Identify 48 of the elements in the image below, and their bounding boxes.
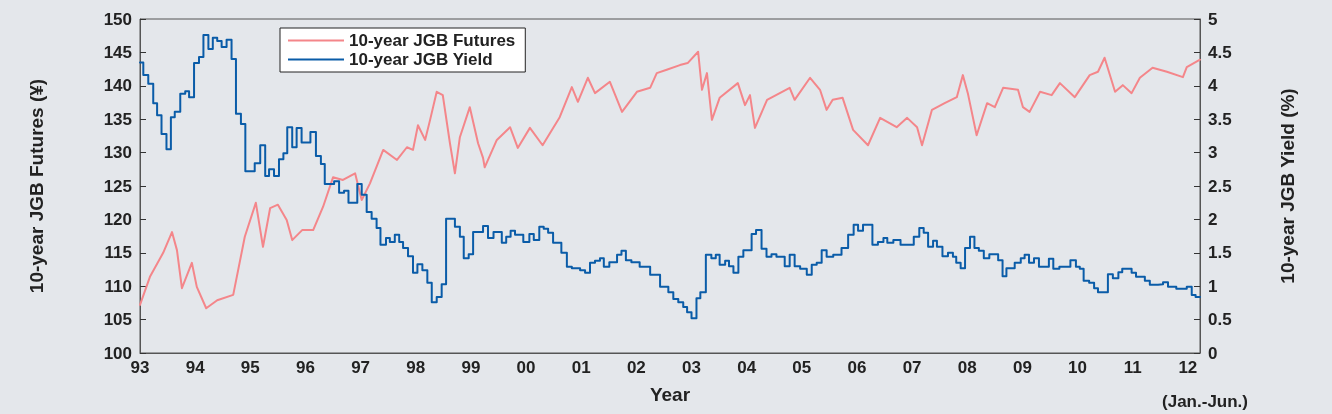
y2-tick-label: 4.5: [1208, 42, 1232, 62]
y-tick-label: 130: [103, 143, 132, 163]
y2-tick-label: 2.5: [1208, 176, 1232, 196]
y2-tick-label: 0.5: [1208, 310, 1232, 330]
y2-tick-label: 3.5: [1208, 109, 1232, 129]
x-tick-label: 95: [240, 358, 260, 377]
y-tick-label: 110: [104, 276, 132, 296]
legend-label: 10-year JGB Futures: [349, 31, 516, 50]
y2-tick-label: 3: [1208, 143, 1218, 163]
y-tick-label: 145: [103, 42, 132, 62]
x-tick-label: 11: [1123, 358, 1142, 377]
y2-axis-title: 10-year JGB Yield (%): [1277, 88, 1298, 284]
x-tick-label: 03: [682, 358, 701, 377]
x-tick-label: 98: [406, 358, 426, 377]
y-tick-label: 140: [103, 76, 132, 96]
y2-tick-label: 5: [1208, 9, 1218, 29]
x-tick-label: 04: [737, 358, 757, 377]
y-axis-title: 10-year JGB Futures (¥): [26, 78, 47, 294]
x-tick-label: 06: [847, 358, 867, 377]
x-tick-label: 08: [957, 358, 977, 377]
y-tick-label: 120: [103, 209, 132, 229]
y-tick-label: 135: [103, 109, 132, 129]
x-tick-label: 09: [1012, 358, 1032, 377]
x-axis-title: Year: [649, 384, 691, 405]
y-tick-label: 100: [103, 343, 132, 363]
y2-tick-label: 0: [1208, 343, 1218, 363]
x-tick-label: 94: [185, 358, 206, 377]
y2-tick-label: 1.5: [1208, 243, 1232, 263]
x-tick-label: 10: [1068, 358, 1088, 377]
text: (Jan.-Jun.): [1162, 392, 1249, 411]
y2-tick-label: 4: [1208, 76, 1218, 96]
x-tick-label: 00: [516, 358, 536, 377]
x-tick-label: 96: [295, 358, 315, 377]
x-tick-label: 99: [461, 358, 481, 377]
x-tick-label: 02: [626, 358, 646, 377]
y-tick-label: 105: [103, 310, 132, 330]
x-tick-label: 01: [571, 358, 591, 377]
legend-label: 10-year JGB Yield: [349, 50, 493, 69]
y-tick-label: 150: [103, 9, 132, 29]
x-tick-label: 93: [130, 358, 150, 377]
y2-tick-label: 2: [1208, 209, 1218, 229]
x-tick-label: 07: [902, 358, 922, 377]
y-tick-label: 115: [104, 243, 132, 263]
x-tick-label: 97: [351, 358, 371, 377]
x-tick-label: 12: [1178, 358, 1198, 377]
y2-tick-label: 1: [1208, 276, 1218, 296]
x-tick-label: 05: [792, 358, 812, 377]
y-tick-label: 125: [103, 176, 132, 196]
